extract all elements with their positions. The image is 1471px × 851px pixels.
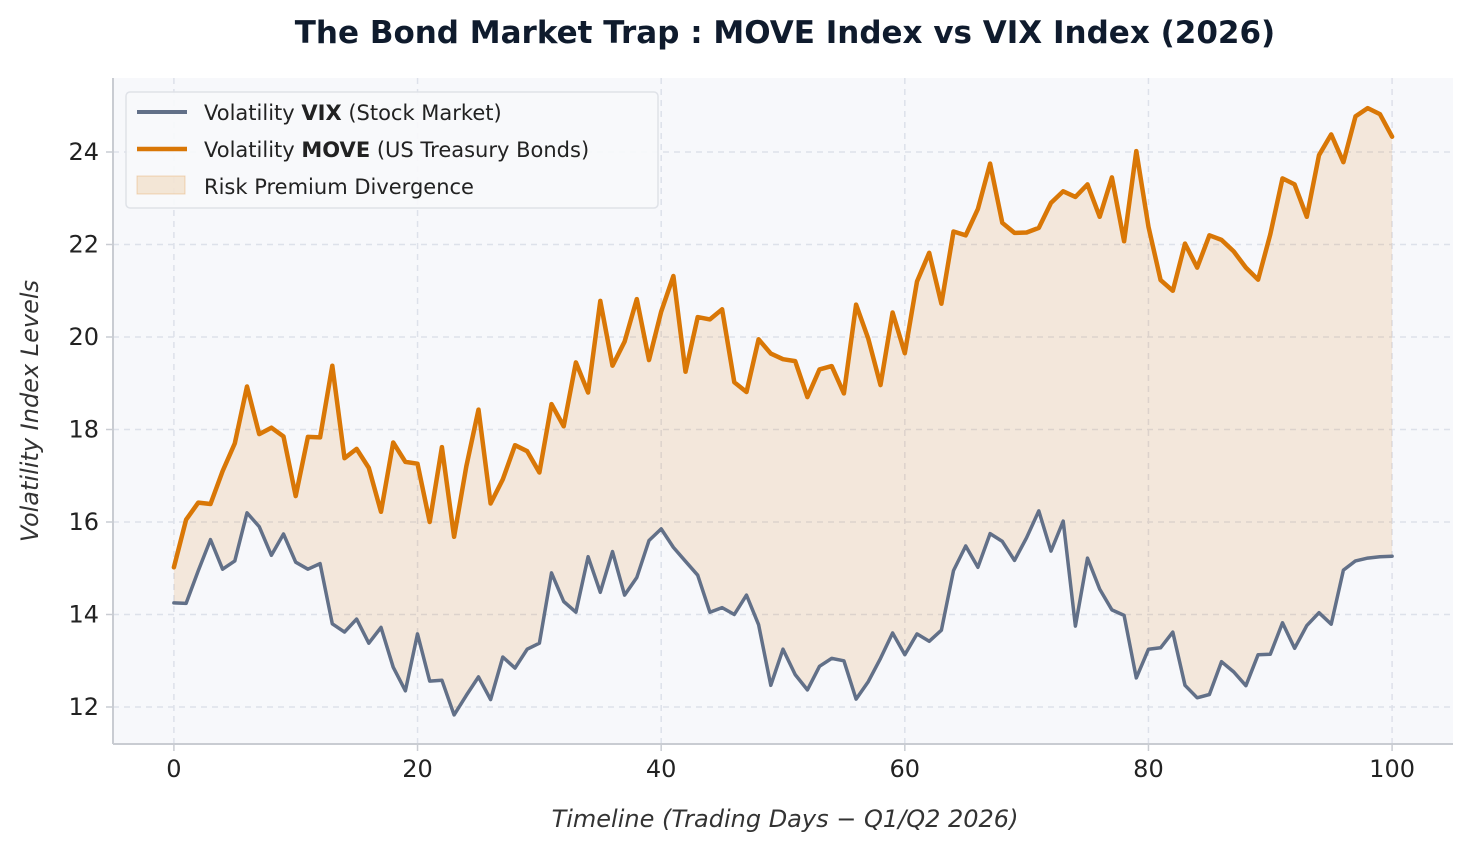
series-line-vix bbox=[172, 509, 1394, 717]
x-tick-label: 40 bbox=[646, 755, 677, 783]
risk-premium-fill bbox=[173, 108, 1393, 715]
legend-swatch-divergence bbox=[136, 175, 186, 195]
y-tick-label: 24 bbox=[68, 138, 99, 166]
series-line-move bbox=[171, 105, 1395, 570]
y-tick-label: 20 bbox=[68, 323, 99, 351]
x-tick-label: 60 bbox=[890, 755, 921, 783]
x-tick-label: 80 bbox=[1133, 755, 1164, 783]
chart-title: The Bond Market Trap : MOVE Index vs VIX… bbox=[295, 15, 1275, 51]
legend: Volatility VIX (Stock Market) Volatility… bbox=[125, 91, 659, 209]
x-tick-label: 100 bbox=[1369, 755, 1415, 783]
x-axis-label: Timeline (Trading Days − Q1/Q2 2026) bbox=[552, 805, 1019, 833]
series-layer bbox=[171, 105, 1395, 717]
legend-label-divergence: Risk Premium Divergence bbox=[204, 175, 474, 199]
x-tick-label: 0 bbox=[166, 755, 181, 783]
legend-box bbox=[125, 91, 659, 209]
y-tick-label: 16 bbox=[68, 508, 99, 536]
x-ticks: 0 20 40 60 80 100 bbox=[166, 744, 1415, 783]
y-tick-label: 18 bbox=[68, 416, 99, 444]
y-ticks: 12 14 16 18 20 22 24 bbox=[68, 138, 113, 721]
legend-label-vix: Volatility VIX (Stock Market) bbox=[204, 101, 502, 125]
legend-label-move: Volatility MOVE (US Treasury Bonds) bbox=[204, 138, 589, 162]
y-axis-label: Volatility Index Levels bbox=[16, 280, 44, 542]
y-tick-label: 22 bbox=[68, 231, 99, 259]
x-tick-label: 20 bbox=[402, 755, 433, 783]
y-tick-label: 12 bbox=[68, 693, 99, 721]
y-tick-label: 14 bbox=[68, 601, 99, 629]
